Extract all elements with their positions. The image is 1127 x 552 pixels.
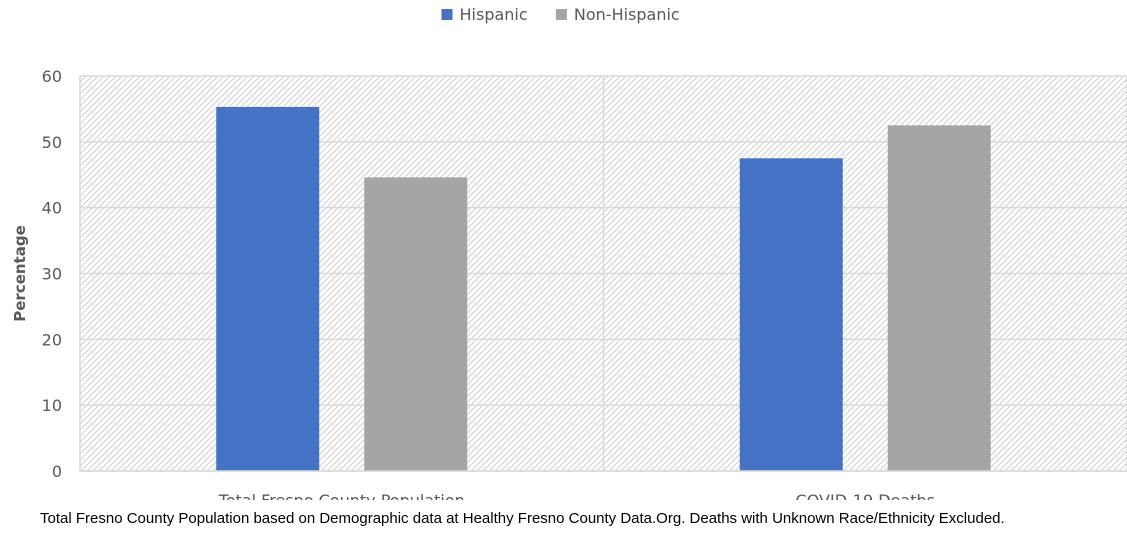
- y-tick-label: 20: [42, 330, 62, 349]
- bars: [216, 106, 991, 472]
- y-tick-label: 10: [42, 396, 62, 415]
- legend: Hispanic Non-Hispanic: [441, 5, 680, 24]
- bar-hispanic-1: [216, 106, 320, 472]
- legend-label-non-hispanic: Non-Hispanic: [574, 5, 680, 24]
- x-tick-label: Total Fresno County Population: [218, 491, 465, 500]
- chart-caption: Total Fresno County Population based on …: [40, 510, 1005, 527]
- bar-chart-svg: 0 10 20 30 40 50 60 Total Fresno County Populat…: [11, 5, 1127, 510]
- y-tick-label: 60: [42, 67, 62, 86]
- bar-hispanic-2: [739, 158, 843, 471]
- legend-label-hispanic: Hispanic: [460, 5, 528, 24]
- y-tick-label: 50: [42, 133, 62, 152]
- bar-non-hispanic-1: [364, 177, 468, 471]
- x-tick-label: COVID-19 Deaths: [796, 491, 935, 500]
- y-tick-label: 40: [42, 199, 62, 218]
- y-axis-title: Percentage: [11, 225, 29, 322]
- y-tick-label: 30: [42, 265, 62, 284]
- legend-swatch-hispanic: [441, 9, 453, 20]
- legend-swatch-non-hispanic: [555, 9, 567, 20]
- y-tick-label: 0: [52, 462, 62, 481]
- bar-non-hispanic-2: [887, 125, 991, 471]
